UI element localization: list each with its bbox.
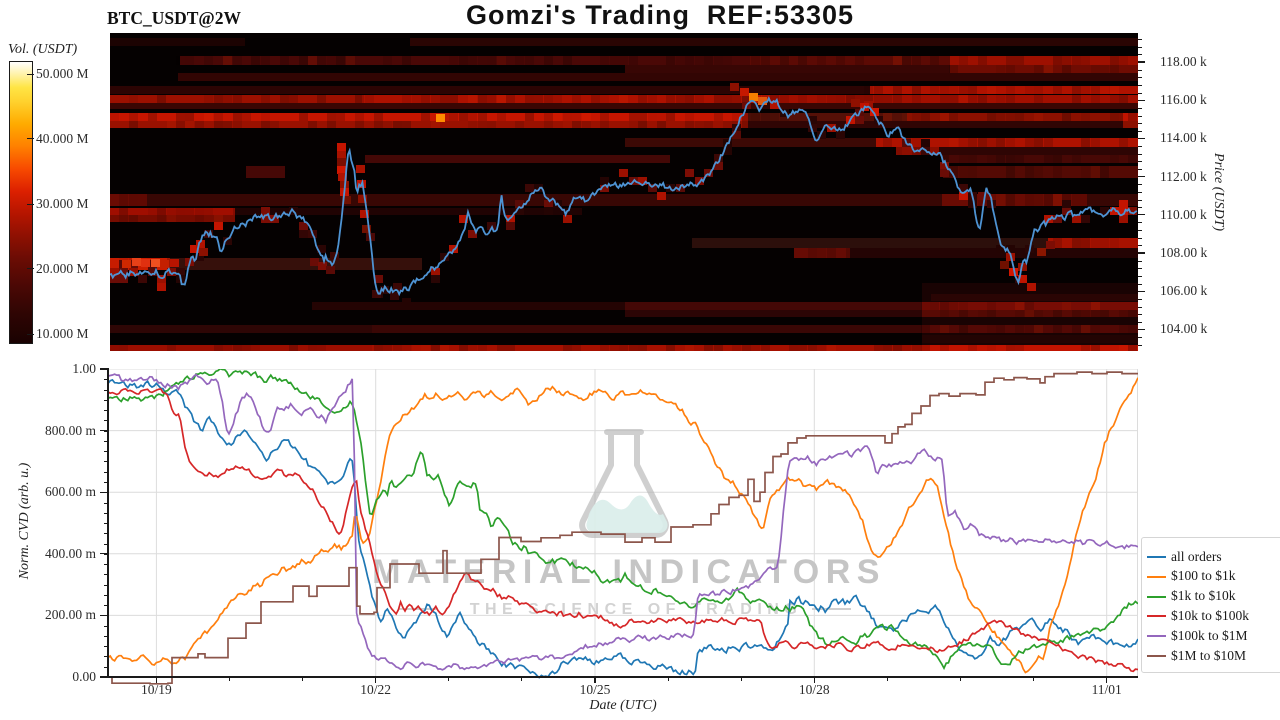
svg-text:THE SCIENCE OF TRADING: THE SCIENCE OF TRADING [470, 601, 803, 618]
svg-text:MATERIAL INDICATORS: MATERIAL INDICATORS [372, 553, 886, 591]
